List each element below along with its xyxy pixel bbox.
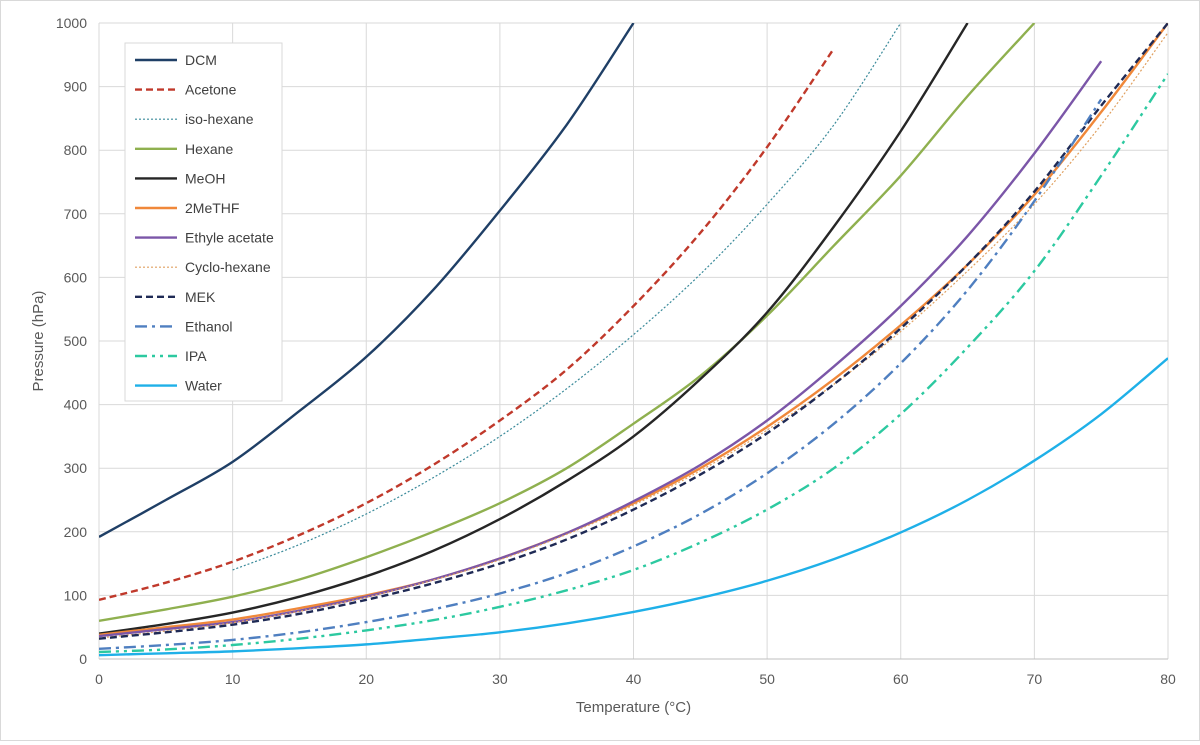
y-tick-label: 300 xyxy=(64,460,88,476)
y-tick-label: 100 xyxy=(64,587,88,603)
series-line-hexane xyxy=(99,23,1036,623)
x-tick-label: 50 xyxy=(759,671,775,687)
series-line-2methf xyxy=(99,23,1168,637)
legend-label-mek: MEK xyxy=(185,289,216,305)
x-tick-label: 60 xyxy=(893,671,909,687)
x-tick-label: 10 xyxy=(225,671,241,687)
x-tick-label: 20 xyxy=(358,671,374,687)
x-tick-label: 80 xyxy=(1160,671,1176,687)
legend-label-ethyle-acetate: Ethyle acetate xyxy=(185,230,274,246)
x-tick-label: 70 xyxy=(1027,671,1043,687)
series-line-meoh xyxy=(99,23,969,635)
y-tick-label: 700 xyxy=(64,206,88,222)
series-line-iso-hexane xyxy=(232,23,902,571)
series-line-cyclo-hexane xyxy=(99,32,1168,639)
legend-box xyxy=(124,42,283,402)
series-line-dcm xyxy=(99,23,635,538)
legend-label-2methf: 2MeTHF xyxy=(185,200,239,216)
legend: DCM Acetone iso-hexane Hexane MeOH 2MeTHF Ethy… xyxy=(124,42,283,402)
x-axis-title: Temperature (°C) xyxy=(576,699,691,716)
legend-label-water: Water xyxy=(185,378,222,394)
legend-label-dcm: DCM xyxy=(185,52,217,68)
series-line-ipa xyxy=(99,73,1168,654)
y-tick-label: 0 xyxy=(79,651,87,667)
series-line-mek xyxy=(99,23,1168,640)
legend-label-acetone: Acetone xyxy=(185,82,237,98)
axes: 0 100 200 300 400 500 600 700 800 900 1000 0 10 20 30 4… xyxy=(56,15,1176,687)
legend-label-iso-hexane: iso-hexane xyxy=(185,111,254,127)
x-tick-label: 0 xyxy=(95,671,103,687)
x-tick-label: 40 xyxy=(626,671,642,687)
legend-label-cyclo-hexane: Cyclo-hexane xyxy=(185,259,271,275)
y-tick-label: 900 xyxy=(64,79,88,95)
y-tick-label: 1000 xyxy=(56,15,87,31)
y-axis-title: Pressure (hPa) xyxy=(30,291,47,392)
y-tick-label: 400 xyxy=(64,397,88,413)
y-tick-label: 800 xyxy=(64,142,88,158)
legend-label-meoh: MeOH xyxy=(185,170,225,186)
legend-label-ethanol: Ethanol xyxy=(185,318,232,334)
y-tick-label: 600 xyxy=(64,269,88,285)
y-tick-label: 200 xyxy=(64,524,88,540)
series-lines xyxy=(99,23,1168,657)
legend-label-hexane: Hexane xyxy=(185,141,233,157)
series-line-acetone xyxy=(99,47,835,602)
series-line-ethanol xyxy=(99,98,1103,651)
series-line-water xyxy=(99,357,1168,657)
x-tick-label: 30 xyxy=(492,671,508,687)
y-tick-label: 500 xyxy=(64,333,88,349)
legend-label-ipa: IPA xyxy=(185,348,207,364)
